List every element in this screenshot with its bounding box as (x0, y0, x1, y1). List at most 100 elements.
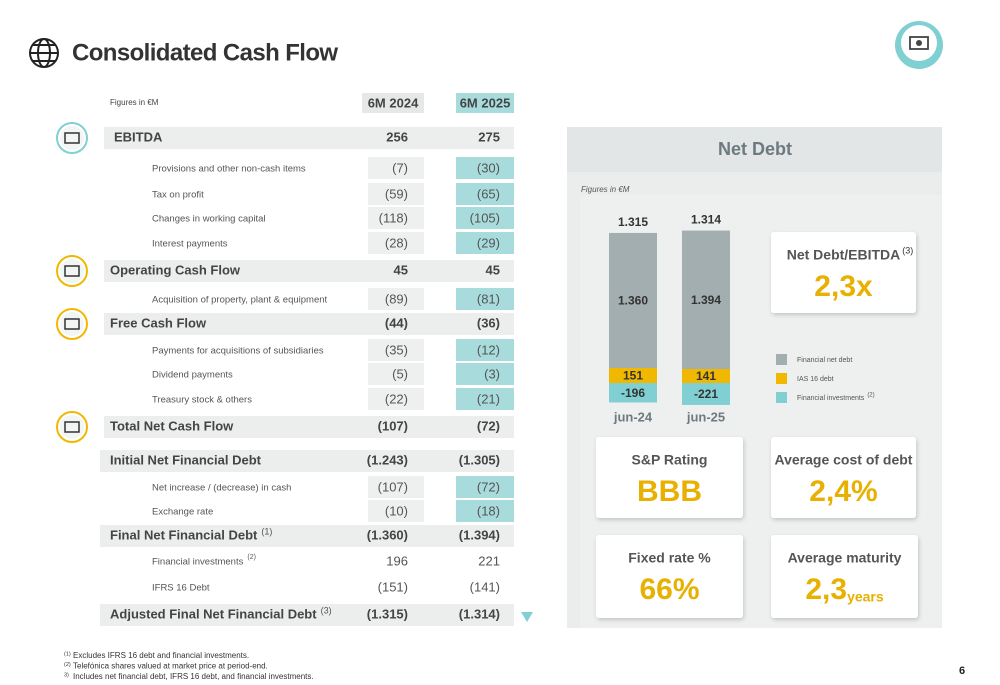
row-note: (3) (321, 605, 332, 615)
cell-value: (22) (385, 391, 408, 406)
cell-value: (1.360) (367, 527, 408, 542)
cell-value: 196 (386, 553, 408, 568)
cell-bg (368, 232, 424, 254)
kpi-card (771, 232, 916, 313)
kpi-card (596, 437, 743, 518)
kpi-value: 66% (639, 573, 699, 606)
row-icon-glyph (64, 132, 80, 144)
cell-value: (105) (470, 210, 500, 225)
arrow (521, 612, 533, 622)
cell-value: (65) (477, 186, 500, 201)
cell-value: (1.394) (459, 527, 500, 542)
sub-row-label: Exchange rate (152, 507, 213, 518)
row-bg (104, 416, 514, 438)
row-bg (104, 127, 514, 149)
net-debt-header (567, 127, 942, 172)
cell-bg (368, 476, 424, 498)
bar-segment (609, 368, 657, 383)
kpi-title: Net Debt/EBITDA (787, 247, 901, 263)
bar-segment (682, 383, 730, 405)
cell-value: 45 (394, 262, 408, 277)
total-label: 1.315 (618, 215, 648, 229)
cell-bg (368, 500, 424, 522)
bar-segment (682, 230, 730, 369)
footnote-marker: 3) (64, 672, 69, 678)
kpi-value: 2,3x (814, 270, 873, 303)
segment-label: 1.360 (618, 294, 648, 308)
sub-row-label: Tax on profit (152, 190, 204, 201)
cell-value: (10) (385, 503, 408, 518)
row-icon-inner (60, 415, 84, 439)
cell-value: (1.243) (367, 452, 408, 467)
cell-value: (72) (477, 418, 500, 433)
row-icon-glyph (64, 318, 80, 330)
footnote-marker: (1) (64, 651, 71, 657)
segment-label: -196 (621, 386, 645, 400)
cell-value: (30) (477, 160, 500, 175)
cell-value: (28) (385, 235, 408, 250)
cell-bg (456, 157, 514, 179)
row-icon-glyph (64, 265, 80, 277)
cell-bg (368, 288, 424, 310)
net-debt-title: Net Debt (718, 139, 792, 159)
segment-label: 1.394 (691, 293, 721, 307)
cell-bg (456, 207, 514, 229)
row-label: Final Net Financial Debt (110, 527, 258, 542)
cell-value: 45 (486, 262, 500, 277)
cell-value: (29) (477, 235, 500, 250)
sub-row-label: Financial investments (152, 557, 244, 568)
legend-swatch (776, 392, 787, 403)
sub-row-label: Provisions and other non-cash items (152, 164, 306, 175)
row-icon-inner (60, 259, 84, 283)
cell-value: (36) (477, 315, 500, 330)
category-label: jun-25 (686, 409, 725, 424)
sub-row-label: Payments for acquisitions of subsidiarie… (152, 346, 324, 357)
cell-bg (456, 232, 514, 254)
cell-bg (368, 363, 424, 385)
row-label: EBITDA (114, 129, 163, 144)
row-label: Initial Net Financial Debt (110, 452, 262, 467)
footnote-text: Excludes IFRS 16 debt and financial inve… (73, 651, 249, 660)
legend-swatch (776, 373, 787, 384)
kpi-title: S&P Rating (632, 452, 708, 468)
legend-label: Financial net debt (797, 357, 852, 364)
row-bg (100, 450, 514, 472)
row-note: (1) (261, 526, 272, 536)
kpi-value: 2,3 (805, 573, 847, 606)
row-icon-inner (60, 312, 84, 336)
row-icon-inner (60, 126, 84, 150)
sub-row-label: Treasury stock & others (152, 395, 252, 406)
legend-note: (2) (867, 393, 874, 399)
category-label: jun-24 (613, 409, 653, 424)
cell-bg (456, 183, 514, 205)
unit-note: Figures in €M (110, 98, 159, 107)
row-bg (100, 525, 514, 547)
page-number: 6 (959, 665, 965, 677)
cell-value: (72) (477, 479, 500, 494)
cell-bg (368, 388, 424, 410)
cell-value: (44) (385, 315, 408, 330)
cell-value: (7) (392, 160, 408, 175)
sub-row-label: Interest payments (152, 239, 228, 250)
cell-value: (3) (484, 366, 500, 381)
segment-label: 151 (623, 369, 643, 383)
column-header: 6M 2025 (460, 95, 511, 110)
sub-row-label: Net increase / (decrease) in cash (152, 483, 291, 494)
cell-value: 275 (478, 129, 500, 144)
column-header-bg (456, 93, 514, 113)
row-label: Free Cash Flow (110, 315, 207, 330)
kpi-value: 2,4% (809, 475, 877, 508)
bar-segment (682, 368, 730, 383)
row-bg (104, 313, 514, 335)
legend-label: Financial investments (797, 395, 865, 402)
footnote-marker: (2) (64, 662, 71, 668)
row-bg (104, 260, 514, 282)
unit-note: Figures in €M (581, 185, 630, 194)
cell-bg (456, 476, 514, 498)
cell-value: (21) (477, 391, 500, 406)
page-title: Consolidated Cash Flow (72, 39, 338, 66)
cell-value: (151) (378, 579, 408, 594)
row-note: (2) (247, 554, 256, 561)
legend-label: IAS 16 debt (797, 376, 834, 383)
